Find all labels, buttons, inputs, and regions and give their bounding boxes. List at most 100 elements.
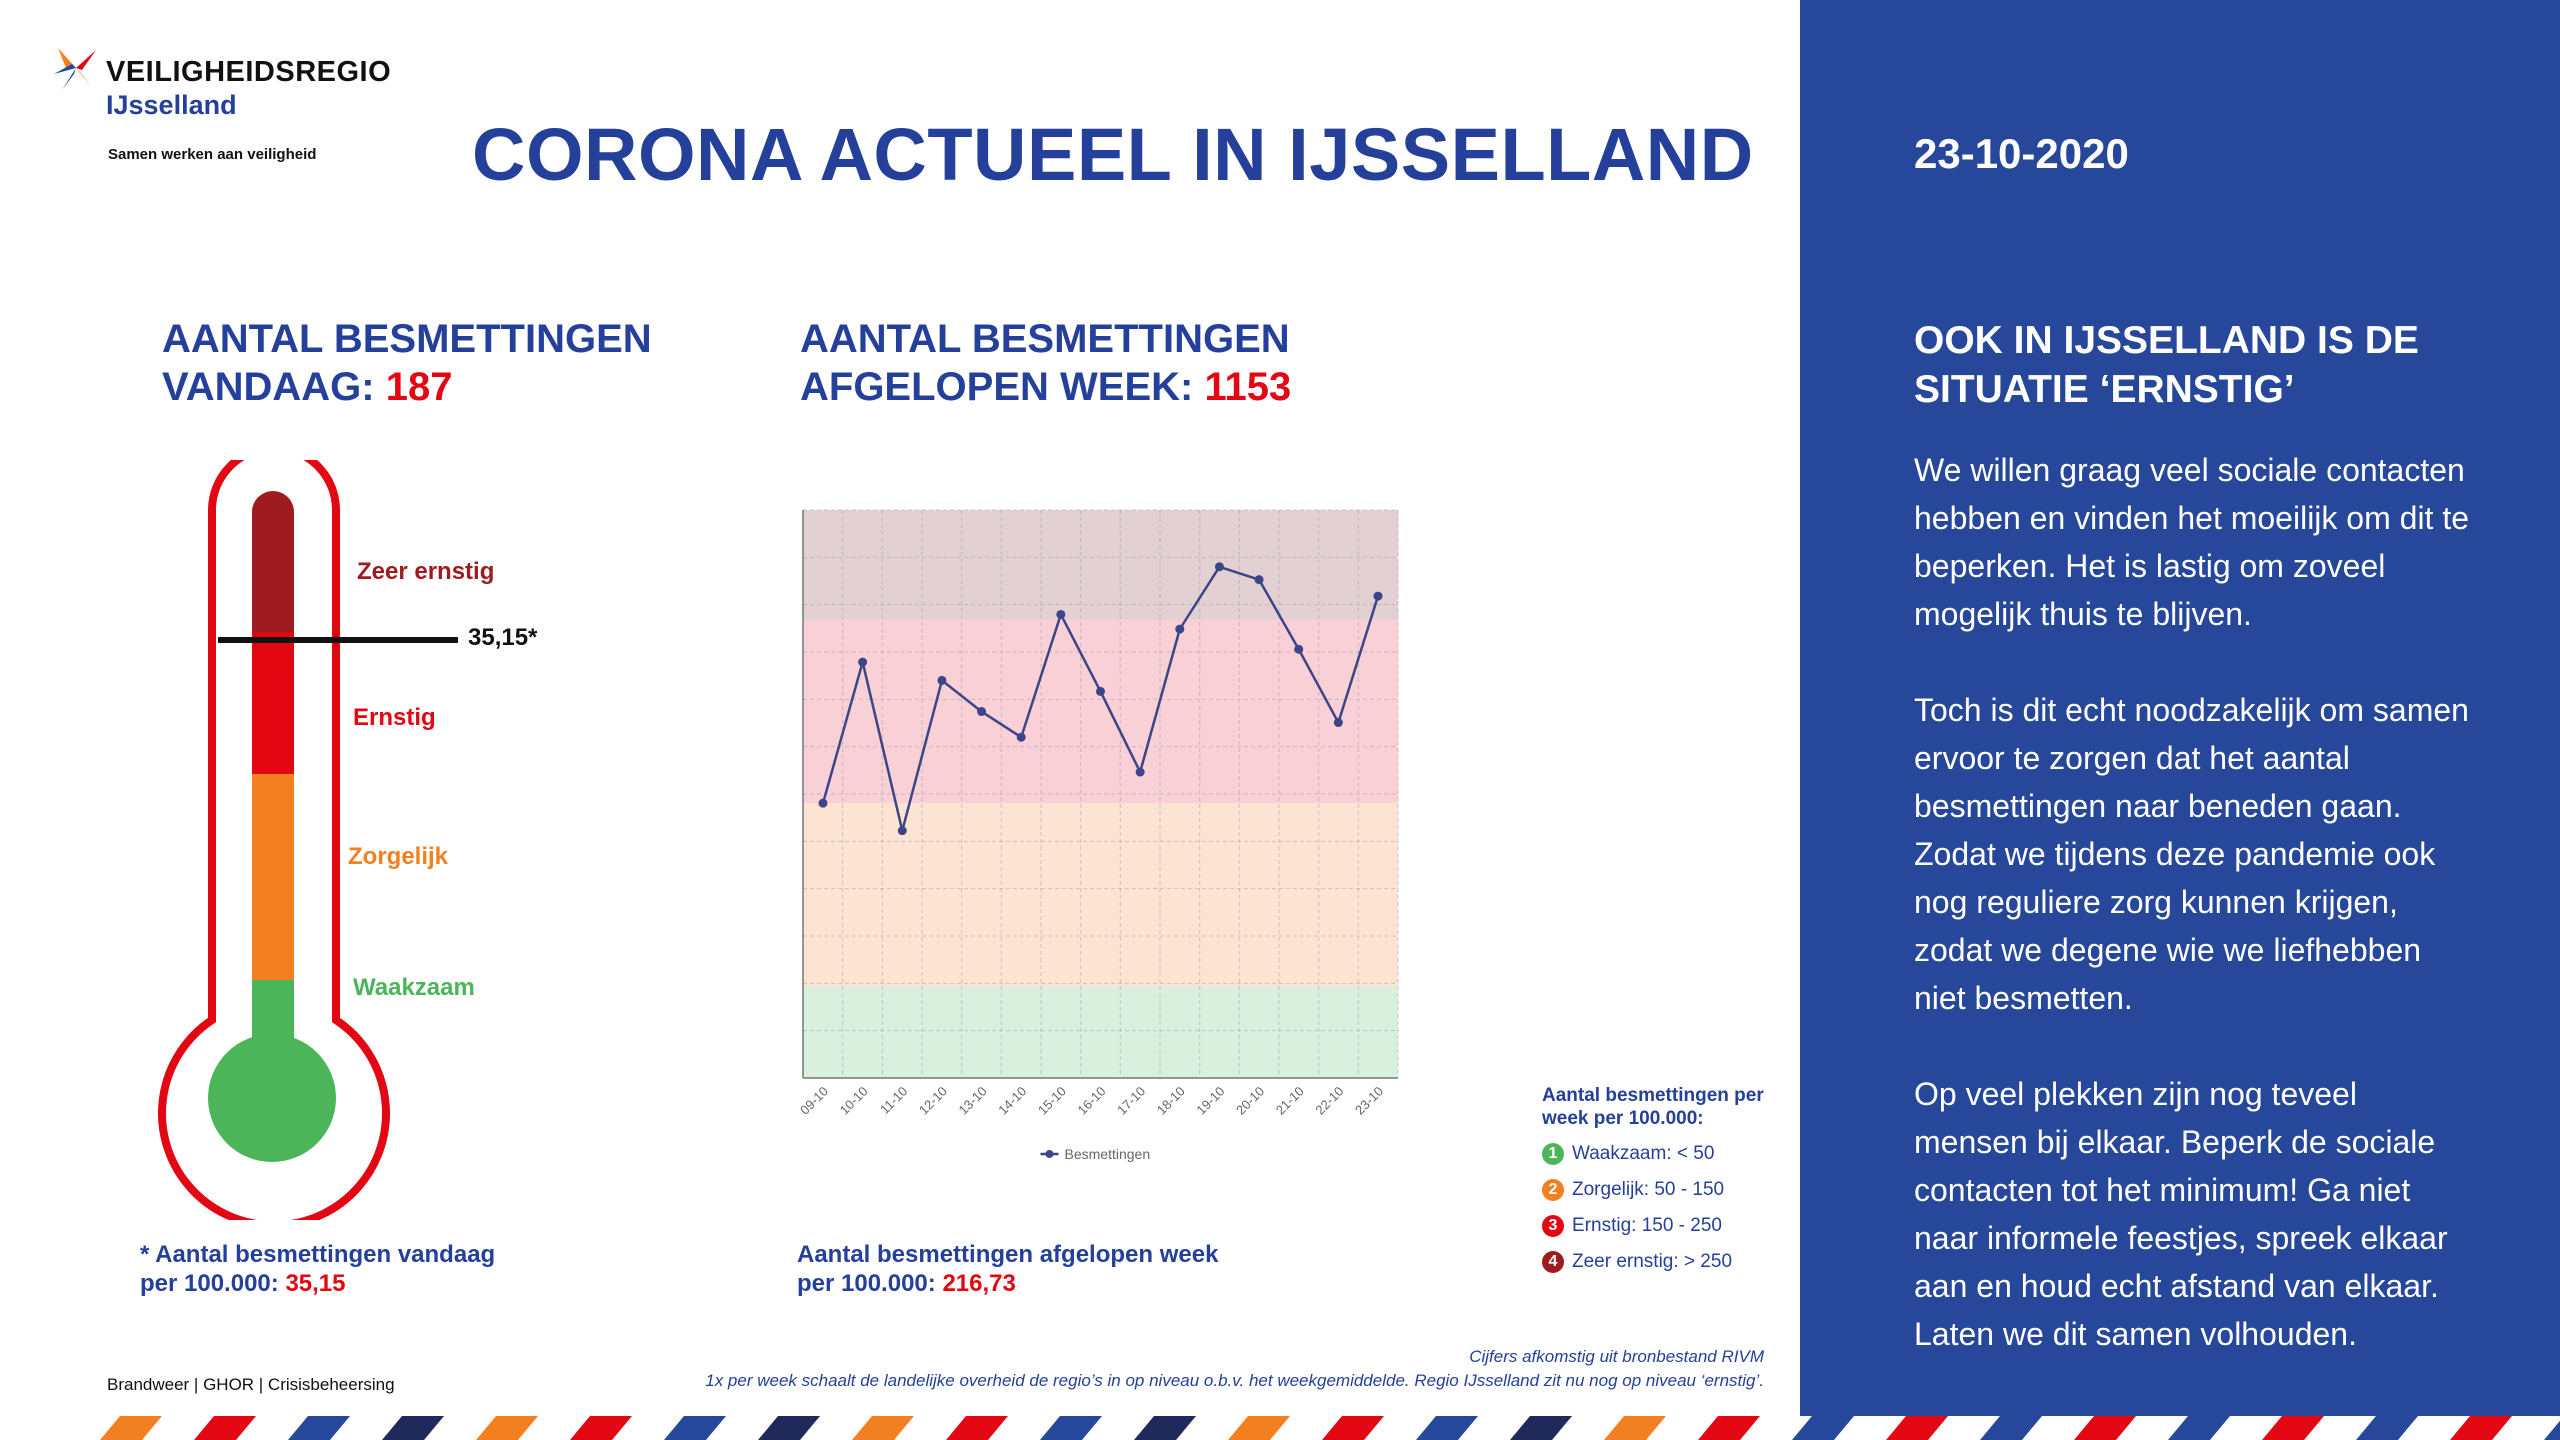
level-zeer-ernstig: Zeer ernstig [357,558,495,585]
panel-paragraph-3: Op veel plekken zijn nog teveel mensen b… [1914,1076,2448,1352]
source-note: Cijfers afkomstig uit bronbestand RIVM [1469,1347,1764,1366]
level-number-badge: 2 [1542,1179,1564,1201]
week-heading-line1: AANTAL BESMETTINGEN [800,317,1290,361]
stripe-segment [100,1416,162,1440]
week-heading-prefix: AFGELOPEN WEEK: [800,365,1194,409]
stripe-segment [2074,1416,2136,1440]
today-heading-prefix: VANDAAG: [162,365,375,409]
tube-zeer-ernstig [252,512,294,632]
stripe-segment [1416,1416,1478,1440]
decorative-stripe [100,1416,2560,1440]
level-waakzaam: Waakzaam [353,974,475,1001]
tube-waakzaam [252,980,294,1040]
chart-x-tick-label: 21-10 [1273,1084,1307,1118]
stripe-segment [1604,1416,1666,1440]
threshold-label: 35,15* [468,624,538,651]
chart-data-point [897,826,907,836]
thermometer-bulb [208,1034,336,1162]
today-heading-line2: VANDAAG: 187 [162,363,652,411]
chart-x-tick-label: 16-10 [1075,1084,1109,1118]
stripe-segment [1134,1416,1196,1440]
chart-data-point [1175,624,1185,634]
level-legend-item: 1 Waakzaam: < 50 [1542,1136,1782,1172]
chart-data-point [1373,591,1383,601]
panel-heading: OOK IN IJSSELLAND IS DE SITUATIE ‘ERNSTI… [1914,319,2419,411]
chart-x-tick-label: 11-10 [877,1084,910,1117]
chart-data-point [1096,686,1105,696]
stripe-segment [2450,1416,2512,1440]
stripe-segment [476,1416,538,1440]
level-number-badge: 3 [1542,1215,1564,1237]
chart-data-point [977,707,987,717]
stripe-segment [1040,1416,1102,1440]
chart-x-tick-label: 19-10 [1193,1084,1227,1118]
chart-x-tick-label: 13-10 [956,1084,990,1118]
chart-x-tick-label: 15-10 [1035,1084,1069,1118]
level-legend-item: 3 Ernstig: 150 - 250 [1542,1208,1782,1244]
chart-band [803,986,1398,1078]
week-footnote-line2: per 100.000: 216,73 [797,1269,1218,1298]
chart-data-point [1016,732,1026,742]
report-date: 23-10-2020 [1914,130,2129,177]
stripe-segment [1228,1416,1290,1440]
logo-star-icon [54,48,96,90]
stripe-segment [1886,1416,1948,1440]
logo: VEILIGHEIDSREGIO IJsselland Samen werken… [52,44,452,164]
line-chart: 09-10 10-10 11-10 12-10 13-10 14-10 15-10 16-10… [797,509,1399,1162]
today-footnote-line1: * Aantal besmettingen vandaag [140,1241,496,1268]
thermometer: 35,15* Zeer ernstig Ernstig Zorgelijk Wa… [150,444,570,1230]
stripe-segment [288,1416,350,1440]
level-legend-title: Aantal besmettingen per week per 100.000… [1542,1084,1782,1130]
today-footnote-prefix: per 100.000: [140,1270,279,1297]
stripe-segment [2262,1416,2324,1440]
chart-x-tick-label: 22-10 [1312,1084,1346,1118]
chart-data-point [937,675,947,685]
chart-data-point [818,798,828,808]
stripe-segment [2168,1416,2230,1440]
thermometer-graphic [158,444,458,1230]
chart-band [803,803,1398,987]
level-note: 1x per week schaalt de landelijke overhe… [705,1371,1764,1390]
chart-legend-label: Besmettingen [1065,1146,1151,1162]
week-footnote-value: 216,73 [942,1270,1016,1297]
logo-region: IJsselland [106,90,237,120]
today-footnote-line2: per 100.000: 35,15 [140,1269,495,1298]
week-footnote: Aantal besmettingen afgelopen week per 1… [797,1240,1218,1298]
today-footnote: * Aantal besmettingen vandaag per 100.00… [140,1240,495,1298]
stripe-segment [946,1416,1008,1440]
today-count: 187 [385,365,453,409]
week-heading-line2: AFGELOPEN WEEK: 1153 [800,363,1291,411]
stripe-segment [2356,1416,2418,1440]
info-panel: 23-10-2020 OOK IN IJSSELLAND IS DE SITUA… [1800,0,2560,1416]
today-heading: AANTAL BESMETTINGEN VANDAAG: 187 [162,315,652,411]
stripe-segment [1792,1416,1854,1440]
chart-x-tick-label: 23-10 [1352,1084,1386,1118]
stripe-segment [758,1416,820,1440]
week-chart: 09-10 10-10 11-10 12-10 13-10 14-10 15-10 16-10… [780,490,1420,1170]
level-legend-title-line1: Aantal besmettingen per [1542,1085,1764,1106]
level-legend-item: 4 Zeer ernstig: > 250 [1542,1244,1782,1280]
chart-band [803,619,1398,804]
chart-x-tick-label: 20-10 [1233,1084,1267,1118]
level-legend-label: Waakzaam: < 50 [1572,1143,1715,1164]
page-title: CORONA ACTUEEL IN IJSSELLAND [472,113,1754,196]
level-ernstig: Ernstig [353,704,436,731]
chart-x-tick-label: 10-10 [837,1084,871,1118]
level-legend-item: 2 Zorgelijk: 50 - 150 [1542,1172,1782,1208]
level-legend: Aantal besmettingen per week per 100.000… [1542,1084,1782,1280]
tube-zorgelijk [252,774,294,980]
level-number-badge: 4 [1542,1251,1564,1273]
week-heading: AANTAL BESMETTINGEN AFGELOPEN WEEK: 1153 [800,315,1291,411]
level-legend-label: Zorgelijk: 50 - 150 [1572,1179,1725,1200]
stripe-segment [1510,1416,1572,1440]
today-footnote-value: 35,15 [285,1270,346,1297]
stripe-segment [194,1416,256,1440]
chart-x-tick-label: 14-10 [995,1084,1029,1118]
chart-x-tick-label: 09-10 [797,1084,831,1118]
logo-tagline: Samen werken aan veiligheid [108,146,317,163]
stripe-segment [1980,1416,2042,1440]
chart-data-point [1135,767,1145,777]
stripe-segment [852,1416,914,1440]
stripe-segment [2544,1420,2560,1440]
week-count: 1153 [1204,365,1292,409]
